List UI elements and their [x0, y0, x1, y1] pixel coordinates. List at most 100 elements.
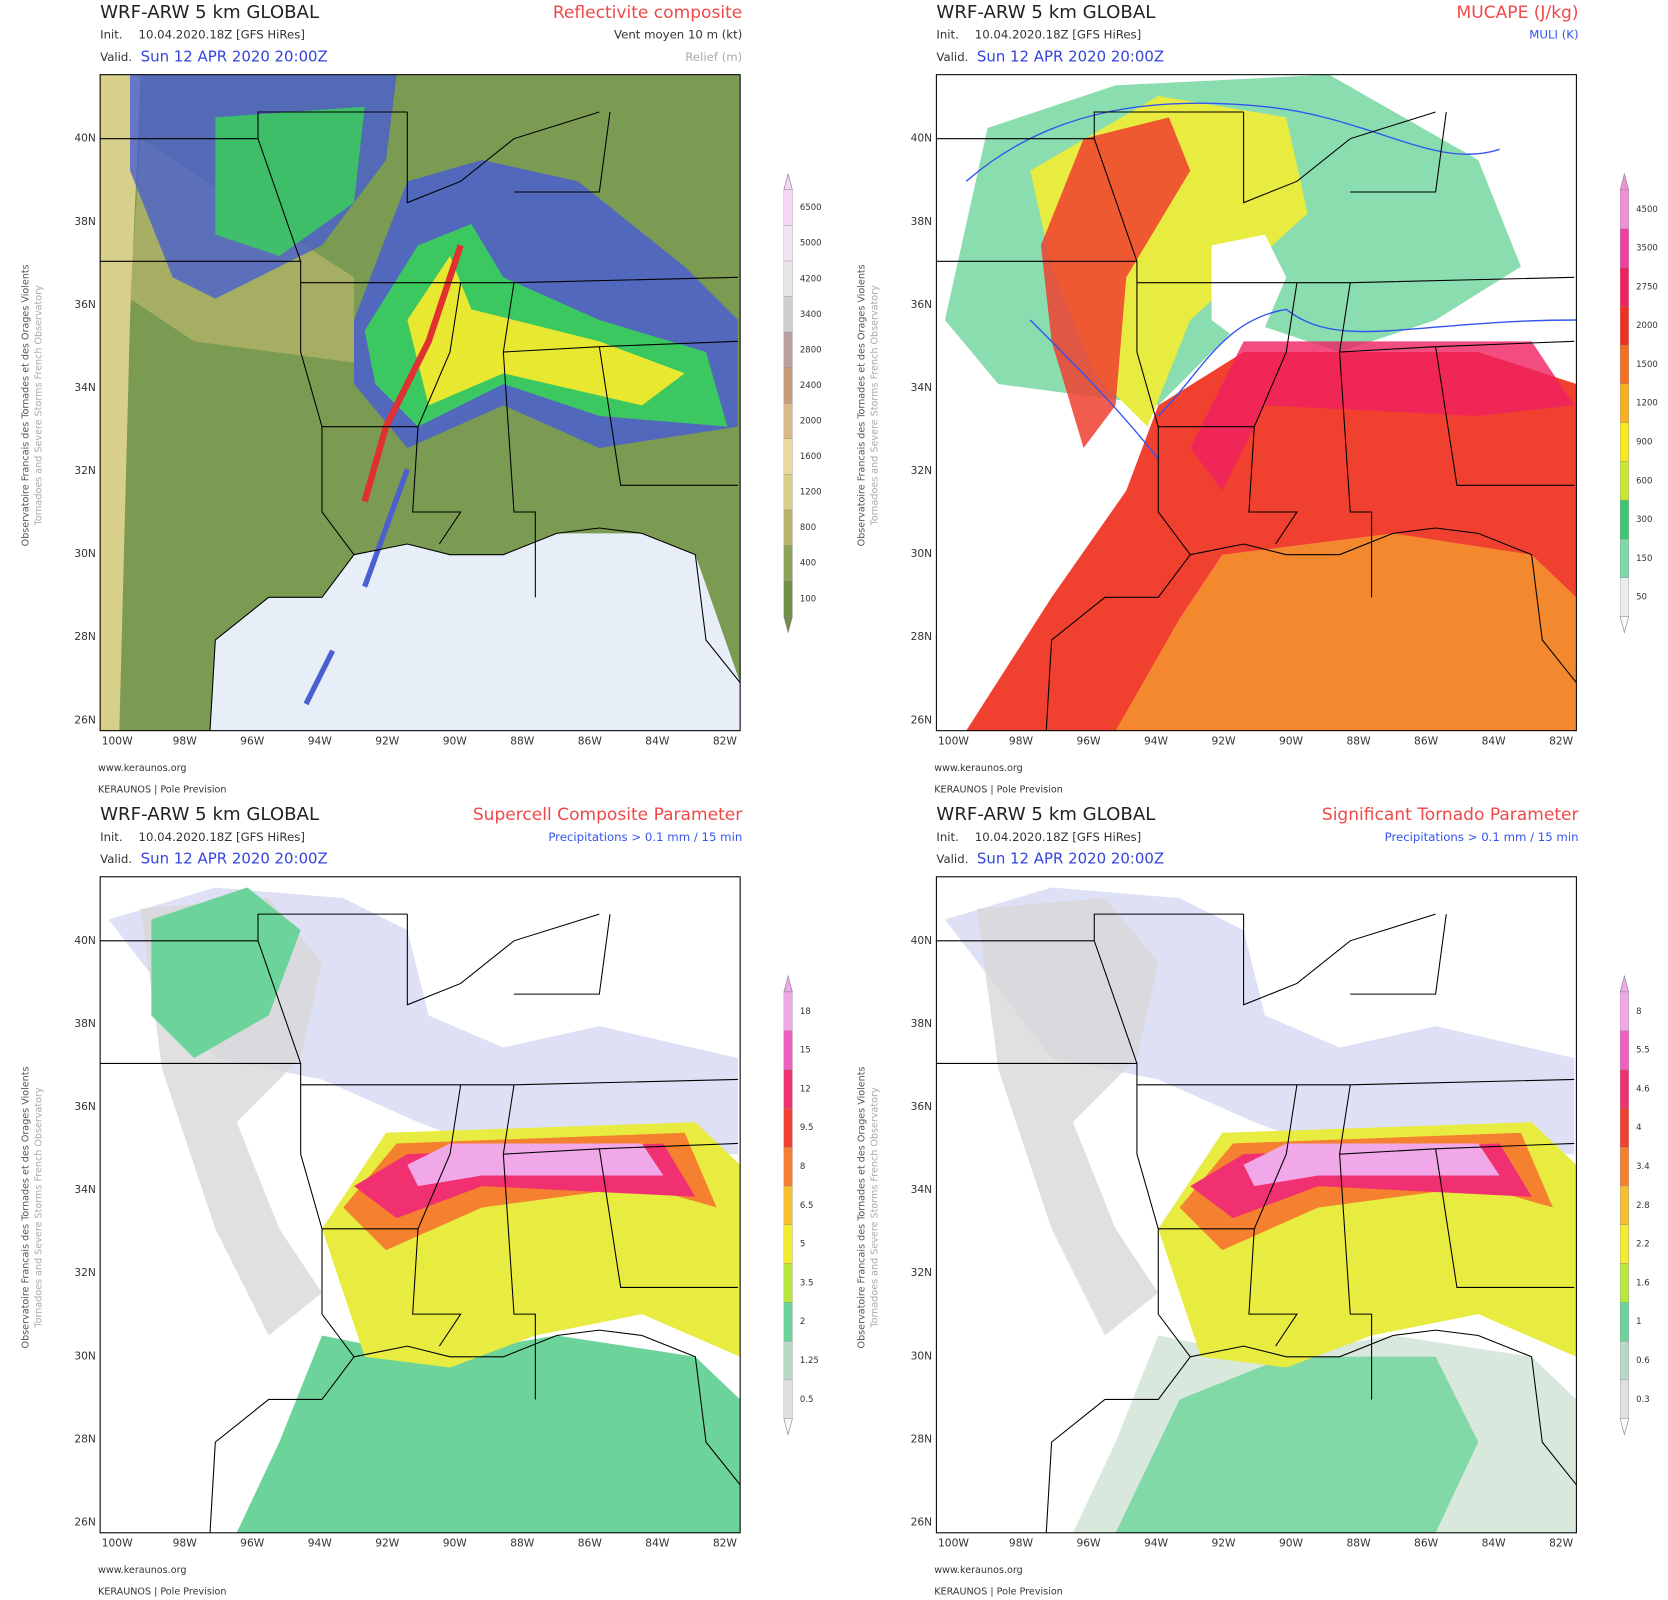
- colorbar-label: 15: [800, 1046, 811, 1056]
- lat-label: 32N: [74, 464, 96, 477]
- colorbar-label: 8: [1636, 1007, 1641, 1017]
- side-text: Observatoire Francais des Tornades et de…: [20, 264, 31, 546]
- green-north: [151, 887, 301, 1059]
- muli-contours: [965, 102, 1577, 460]
- colorbar-swatch: [783, 1030, 793, 1070]
- lat-label: 36N: [74, 1100, 96, 1113]
- colorbar-swatch: [783, 1185, 793, 1225]
- lat-label: 38N: [911, 1017, 933, 1030]
- colorbar-label: 4.6: [1636, 1084, 1650, 1094]
- footer-url: www.keraunos.org: [934, 763, 1022, 774]
- map-frame: [935, 876, 1577, 1534]
- lon-label: 92W: [1211, 1536, 1236, 1549]
- lat-label: 30N: [911, 1349, 933, 1362]
- init-label: Init.: [100, 830, 122, 844]
- parameter-title: Reflectivite composite: [553, 3, 742, 23]
- colorbar-label: 1200: [800, 488, 822, 498]
- side-text: Tornadoes and Severe Storms French Obser…: [870, 1087, 881, 1329]
- init-label: Init.: [100, 28, 122, 42]
- lat-label: 30N: [74, 547, 96, 560]
- lat-label: 40N: [911, 934, 933, 947]
- lat-label: 26N: [74, 1515, 96, 1528]
- colorbar-cap: [783, 172, 793, 191]
- colorbar-label: 800: [800, 523, 816, 533]
- side-text: Tornadoes and Severe Storms French Obser…: [33, 285, 44, 527]
- lat-label: 40N: [74, 132, 96, 145]
- lon-label: 100W: [938, 734, 969, 747]
- overlay-label: Precipitations > 0.1 mm / 15 min: [548, 830, 742, 844]
- model-title: WRF-ARW 5 km GLOBAL: [100, 804, 319, 825]
- colorbar-label: 1600: [800, 452, 822, 462]
- cape-white: [1211, 234, 1287, 352]
- colorbar-swatch: [1619, 1302, 1629, 1342]
- lon-label: 98W: [173, 734, 198, 747]
- footer-org: KERAUNOS | Pole Prevision: [98, 1586, 227, 1597]
- lat-label: 34N: [911, 381, 933, 394]
- colorbar-label: 300: [1636, 515, 1652, 525]
- cape-red-line: [1040, 117, 1191, 448]
- colorbar-label: 400: [800, 559, 816, 569]
- map-frame: [99, 74, 741, 732]
- colorbar-swatch: [783, 189, 793, 226]
- relief-high: [100, 74, 141, 731]
- colorbar-swatch: [1619, 1379, 1629, 1419]
- storm-line-2: [303, 468, 410, 706]
- valid-value: Sun 12 APR 2020 20:00Z: [977, 850, 1164, 868]
- cape-pink: [1190, 341, 1575, 491]
- lon-label: 86W: [578, 734, 603, 747]
- model-title: WRF-ARW 5 km GLOBAL: [100, 2, 319, 23]
- colorbar-swatch: [783, 296, 793, 333]
- colorbar-swatch: [783, 545, 793, 582]
- colorbar-swatch: [783, 403, 793, 439]
- lon-label: 90W: [443, 1536, 468, 1549]
- map-panel: WRF-ARW 5 km GLOBAL Init. 10.04.2020.18Z […: [20, 804, 818, 1598]
- lon-label: 88W: [1347, 734, 1372, 747]
- lon-label: 100W: [102, 1536, 133, 1549]
- colorbar-swatch: [783, 991, 793, 1031]
- colorbar-cap: [1619, 974, 1630, 993]
- valid-label: Valid.: [100, 50, 132, 64]
- lon-label: 88W: [510, 734, 535, 747]
- colorbar-cap: [783, 974, 793, 993]
- lat-label: 32N: [911, 464, 933, 477]
- colorbar-label: 18: [800, 1007, 811, 1017]
- colorbar-label: 600: [1636, 476, 1652, 486]
- lon-label: 82W: [1549, 734, 1574, 747]
- side-text: Observatoire Francais des Tornades et de…: [20, 1066, 31, 1348]
- lon-label: 84W: [645, 734, 670, 747]
- overlay-label: Precipitations > 0.1 mm / 15 min: [1385, 830, 1579, 844]
- footer-url: www.keraunos.org: [934, 1565, 1022, 1576]
- lat-label: 34N: [74, 381, 96, 394]
- lon-label: 92W: [1211, 734, 1236, 747]
- colorbar-swatch: [783, 1069, 793, 1109]
- lon-label: 84W: [1482, 1536, 1507, 1549]
- colorbar-swatch: [783, 1379, 793, 1419]
- colorbar-swatch: [783, 474, 793, 511]
- colorbar-label: 2.2: [1636, 1240, 1650, 1250]
- footer-org: KERAUNOS | Pole Prevision: [934, 784, 1063, 795]
- colorbar-swatch: [783, 509, 793, 546]
- init-label: Init.: [936, 28, 958, 42]
- map-panel: WRF-ARW 5 km GLOBAL Init. 10.04.2020.18Z […: [857, 804, 1650, 1598]
- valid-value: Sun 12 APR 2020 20:00Z: [141, 48, 328, 66]
- colorbar-swatch: [783, 1224, 793, 1264]
- lon-label: 98W: [1009, 734, 1034, 747]
- colorbar-cap: [783, 616, 793, 634]
- lon-label: 92W: [375, 1536, 400, 1549]
- lat-label: 26N: [74, 713, 96, 726]
- overlay-label: MULI (K): [1529, 28, 1578, 42]
- footer-org: KERAUNOS | Pole Prevision: [934, 1586, 1063, 1597]
- lat-label: 36N: [911, 1100, 933, 1113]
- colorbar-label: 3.4: [1636, 1162, 1650, 1172]
- coastline: [1045, 527, 1577, 731]
- lon-label: 88W: [1347, 1536, 1372, 1549]
- colorbar-swatch: [1619, 1224, 1629, 1264]
- coastline: [209, 527, 741, 731]
- colorbar-swatch: [1619, 1069, 1629, 1109]
- init-value: 10.04.2020.18Z [GFS HiRes]: [975, 830, 1141, 844]
- side-text: Tornadoes and Severe Storms French Obser…: [870, 285, 881, 527]
- side-text: Tornadoes and Severe Storms French Obser…: [33, 1087, 44, 1329]
- storm-line: [361, 244, 464, 503]
- valid-value: Sun 12 APR 2020 20:00Z: [977, 48, 1164, 66]
